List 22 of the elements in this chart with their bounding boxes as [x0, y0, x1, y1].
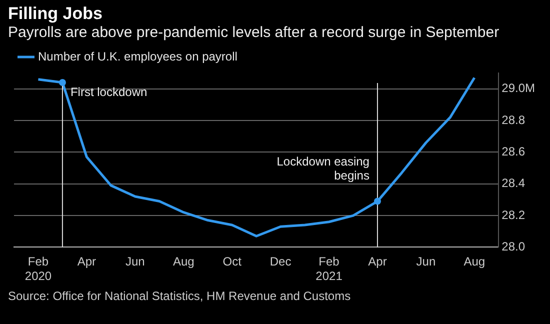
x-tick-label: Feb 2020 [24, 254, 52, 284]
x-tick-label: Apr [368, 254, 387, 269]
chart-title: Filling Jobs [8, 4, 104, 24]
x-tick-label: Jun [416, 254, 436, 269]
chart-subtitle: Payrolls are above pre-pandemic levels after a record surge in September [8, 24, 500, 41]
x-tick-label: Feb 2021 [316, 254, 343, 284]
x-tick-label: Apr [77, 254, 96, 269]
ref-line-label: Lockdown easing begins [276, 154, 370, 182]
ref-line-label: First lockdown [70, 84, 148, 99]
y-tick-label: 29.0M [502, 81, 536, 96]
y-tick-label: 28.2 [502, 208, 526, 222]
x-tick-label: Dec [270, 254, 292, 269]
y-tick-label: 28.0 [502, 240, 526, 254]
y-tick-label: 28.4 [502, 176, 526, 190]
y-tick-label: 28.6 [502, 144, 526, 158]
y-tick-label: 28.8 [502, 112, 526, 127]
x-tick-label: Jun [125, 254, 145, 269]
source-note: Source: Office for National Statistics, HM Revenue and Customs [8, 289, 352, 303]
x-tick-label: Oct [222, 254, 242, 269]
legend-label: Number of U.K. employees on payroll [38, 49, 238, 64]
x-tick-label: Aug [464, 254, 486, 269]
x-tick-label: Aug [172, 254, 194, 269]
